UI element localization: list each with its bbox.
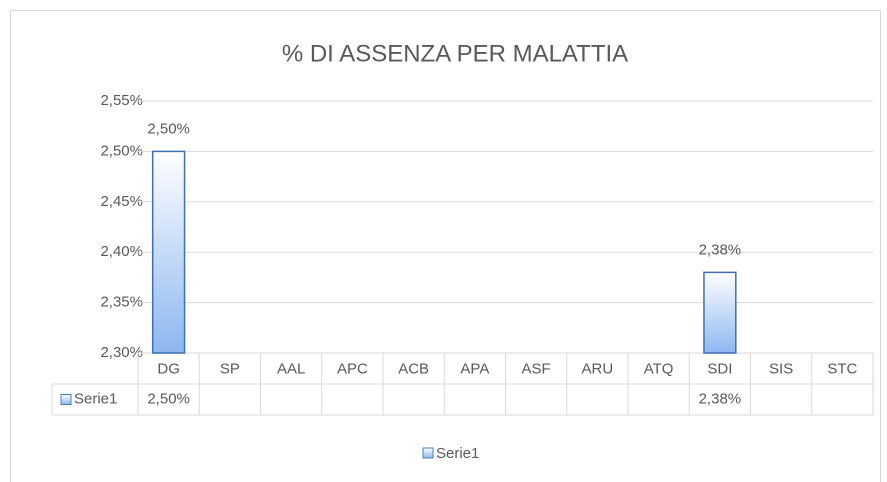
y-tick-label: 2,40% — [100, 243, 143, 260]
y-tick-label: 2,55% — [100, 92, 143, 109]
table-legend-key — [60, 394, 72, 405]
x-tick-label: ARU — [582, 360, 614, 377]
y-tick-label: 2,30% — [100, 344, 143, 361]
x-tick-label: SIS — [769, 360, 793, 377]
x-tick-label: APC — [337, 360, 368, 377]
table-value: 2,38% — [699, 390, 742, 407]
legend-key — [422, 447, 434, 459]
x-tick-label: ACB — [398, 360, 429, 377]
x-tick-label: SDI — [707, 360, 732, 377]
x-tick-label: SP — [220, 360, 240, 377]
x-tick-label: ATQ — [644, 360, 674, 377]
x-tick-label: APA — [460, 360, 489, 377]
bar — [703, 271, 737, 354]
y-tick-label: 2,45% — [100, 193, 143, 210]
y-tick-label: 2,35% — [100, 294, 143, 311]
table-series-name: Serie1 — [74, 390, 117, 407]
table-value: 2,50% — [147, 390, 190, 407]
legend-label: Serie1 — [436, 445, 479, 462]
x-tick-label: ASF — [522, 360, 551, 377]
x-tick-label: STC — [827, 360, 857, 377]
y-tick-label: 2,50% — [100, 142, 143, 159]
x-tick-label: AAL — [277, 360, 305, 377]
data-label: 2,50% — [147, 120, 190, 137]
chart-title: % DI ASSENZA PER MALATTIA — [282, 40, 628, 67]
bar — [151, 150, 186, 354]
data-label: 2,38% — [699, 241, 742, 258]
x-tick-label: DG — [157, 360, 180, 377]
